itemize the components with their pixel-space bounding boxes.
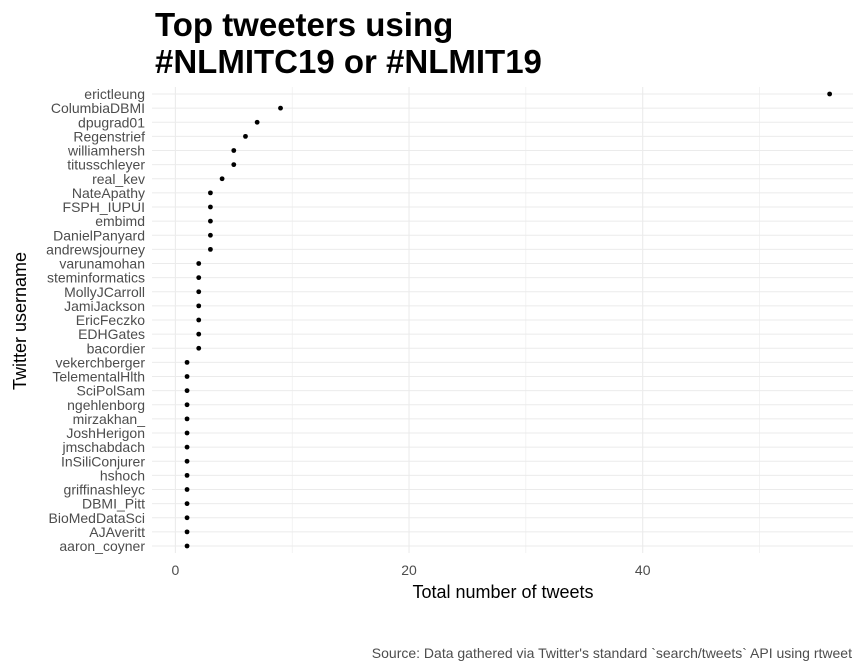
data-point: [208, 246, 213, 252]
data-point: [184, 472, 190, 478]
x-tick-label: 40: [635, 562, 651, 578]
data-point: [208, 232, 213, 238]
y-tick-labels: erictleungColumbiaDBMIdpugrad01Regenstri…: [46, 86, 145, 554]
data-point: [184, 543, 190, 549]
data-point: [827, 91, 833, 97]
data-point: [243, 133, 248, 139]
data-point: [184, 487, 190, 492]
y-tick-label: SciPolSam: [77, 383, 145, 399]
data-point: [184, 458, 190, 464]
y-tick-label: varunamohan: [59, 256, 145, 272]
x-tick-label: 0: [171, 562, 179, 578]
data-point: [184, 430, 190, 436]
y-tick-label: JoshHerigon: [66, 425, 145, 441]
y-tick-label: bacordier: [87, 340, 146, 356]
chart-title-line-2: #NLMITC19 or #NLMIT19: [155, 43, 542, 80]
data-point: [196, 317, 202, 323]
data-point: [184, 444, 190, 450]
y-tick-label: embimd: [95, 213, 145, 229]
y-tick-label: DBMI_Pitt: [82, 496, 145, 512]
chart-title: Top tweeters using #NLMITC19 or #NLMIT19: [155, 6, 855, 80]
x-tick-label: 20: [401, 562, 417, 578]
y-tick-label: dpugrad01: [78, 114, 145, 130]
y-tick-label: hshoch: [100, 467, 145, 483]
data-point: [184, 529, 190, 535]
y-tick-label: DanielPanyard: [53, 227, 145, 243]
y-tick-label: andrewsjourney: [46, 241, 145, 257]
data-point: [208, 218, 213, 224]
y-tick-label: EDHGates: [78, 326, 145, 342]
y-tick-label: AJAveritt: [89, 524, 145, 540]
data-point: [231, 148, 237, 153]
y-axis-title: Twitter username: [10, 252, 30, 390]
y-tick-label: titusschleyer: [67, 157, 145, 173]
y-tick-label: JamiJackson: [64, 298, 145, 314]
data-point: [184, 501, 190, 507]
y-tick-label: InSiliConjurer: [61, 453, 145, 469]
data-point: [184, 515, 190, 521]
y-tick-label: NateApathy: [72, 185, 145, 201]
data-point: [219, 176, 225, 182]
data-points: [184, 91, 833, 549]
data-point: [196, 275, 202, 281]
data-point: [231, 162, 237, 168]
y-tick-label: TelementalHlth: [52, 369, 145, 385]
data-point: [196, 331, 202, 337]
y-tick-label: EricFeczko: [76, 312, 145, 328]
x-axis-title: Total number of tweets: [412, 582, 593, 602]
data-point: [196, 345, 202, 351]
y-tick-label: Regenstrief: [73, 128, 145, 144]
y-tick-label: williamhersh: [67, 143, 145, 159]
chart-title-line-1: Top tweeters using: [155, 6, 454, 43]
data-point: [184, 416, 190, 422]
data-point: [208, 190, 213, 196]
y-tick-label: steminformatics: [47, 270, 145, 286]
x-tick-labels: 0 20 40: [171, 562, 650, 578]
grid-lines: [152, 87, 853, 553]
y-tick-label: mirzakhan_: [73, 411, 146, 427]
y-tick-label: ColumbiaDBMI: [51, 100, 145, 116]
data-point: [254, 119, 260, 125]
data-point: [278, 105, 283, 111]
data-point: [196, 303, 202, 309]
y-tick-label: ngehlenborg: [67, 397, 145, 413]
y-tick-label: vekerchberger: [56, 354, 146, 370]
data-point: [184, 388, 190, 394]
data-point: [196, 261, 202, 266]
y-tick-label: jmschabdach: [62, 439, 146, 455]
data-point: [184, 402, 190, 408]
y-tick-label: FSPH_IUPUI: [63, 199, 145, 215]
y-tick-label: MollyJCarroll: [64, 284, 145, 300]
y-tick-label: real_kev: [92, 171, 145, 187]
data-point: [184, 374, 190, 379]
data-point: [196, 289, 202, 295]
data-point: [184, 359, 190, 365]
y-tick-label: BioMedDataSci: [49, 510, 146, 526]
source-caption: Source: Data gathered via Twitter's stan…: [371, 645, 852, 661]
data-point: [208, 204, 213, 210]
y-tick-label: griffinashleyc: [64, 482, 145, 498]
y-tick-label: erictleung: [84, 86, 145, 102]
y-tick-label: aaron_coyner: [59, 538, 145, 554]
